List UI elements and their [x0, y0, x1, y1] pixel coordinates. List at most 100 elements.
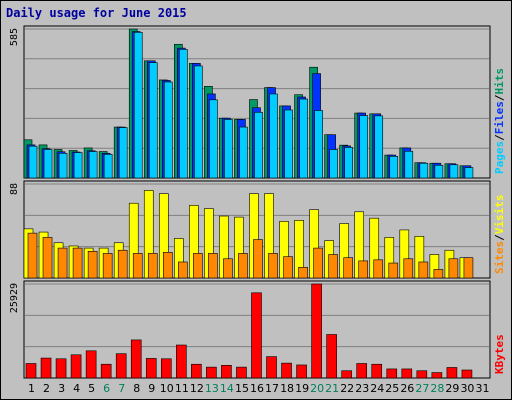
day-label-8: 8 — [133, 382, 140, 395]
bar-sites-day-2 — [42, 237, 53, 279]
bar-sites-day-4 — [72, 247, 83, 279]
legend-item: / — [493, 134, 506, 141]
bar-sites-day-30 — [463, 257, 474, 279]
legend-item: Sites — [493, 241, 506, 274]
day-label-9: 9 — [148, 382, 155, 395]
bar-sites-day-22 — [343, 257, 353, 279]
bar-pages-day-4 — [73, 152, 83, 179]
bar-pages-day-18 — [284, 109, 293, 179]
bar-sites-day-21 — [328, 254, 338, 279]
day-label-10: 10 — [160, 382, 174, 395]
bar-kbytes-day-6 — [100, 363, 112, 379]
bar-kbytes-day-14 — [221, 365, 232, 379]
bar-kbytes-day-16 — [251, 292, 262, 379]
bar-pages-day-30 — [464, 167, 474, 179]
bar-sites-day-15 — [238, 253, 248, 279]
bar-pages-day-24 — [374, 115, 384, 179]
bar-kbytes-day-27 — [416, 370, 428, 379]
chart-title: Daily usage for June 2015 — [6, 6, 187, 20]
ymax-label-kbytes: 25929 — [9, 283, 20, 313]
bar-kbytes-day-28 — [431, 372, 443, 379]
bar-kbytes-day-9 — [145, 358, 157, 379]
bar-sites-day-11 — [178, 261, 188, 279]
bar-pages-day-8 — [133, 32, 143, 179]
bar-sites-day-27 — [418, 261, 429, 279]
day-label-31: 31 — [475, 382, 489, 395]
bar-sites-day-10 — [162, 252, 173, 279]
bar-sites-day-12 — [193, 253, 203, 279]
bar-sites-day-26 — [403, 258, 414, 279]
bar-pages-day-11 — [179, 49, 188, 179]
bar-pages-day-21 — [329, 149, 338, 179]
bar-kbytes-day-4 — [70, 354, 82, 379]
day-label-7: 7 — [118, 382, 125, 395]
bar-sites-day-17 — [268, 253, 278, 279]
bar-pages-day-20 — [314, 110, 323, 179]
bar-pages-day-13 — [209, 99, 218, 179]
day-label-14: 14 — [220, 382, 234, 395]
bar-sites-day-23 — [358, 260, 369, 279]
day-label-4: 4 — [73, 382, 80, 395]
bar-sites-day-28 — [433, 269, 444, 279]
bar-pages-day-1 — [28, 145, 38, 179]
bar-kbytes-day-7 — [115, 353, 127, 379]
day-label-19: 19 — [295, 382, 309, 395]
bar-pages-day-3 — [58, 152, 68, 179]
day-label-12: 12 — [190, 382, 204, 395]
day-label-27: 27 — [415, 382, 429, 395]
bar-kbytes-day-25 — [386, 368, 398, 379]
day-label-21: 21 — [325, 382, 339, 395]
bar-pages-day-23 — [359, 115, 369, 179]
day-label-30: 30 — [460, 382, 474, 395]
day-label-26: 26 — [400, 382, 414, 395]
legend-item: Pages — [493, 141, 506, 174]
day-label-24: 24 — [370, 382, 384, 395]
day-label-13: 13 — [205, 382, 219, 395]
bar-kbytes-day-29 — [446, 367, 458, 379]
bar-kbytes-day-13 — [206, 366, 217, 379]
day-label-2: 2 — [43, 382, 50, 395]
bar-kbytes-day-24 — [371, 363, 383, 379]
bar-pages-day-12 — [194, 65, 203, 179]
day-label-15: 15 — [235, 382, 249, 395]
bar-kbytes-day-8 — [130, 339, 142, 379]
day-label-17: 17 — [265, 382, 279, 395]
bar-pages-day-7 — [118, 127, 128, 179]
bar-pages-day-10 — [163, 81, 173, 179]
bar-pages-day-14 — [224, 119, 233, 179]
bar-kbytes-day-18 — [281, 362, 292, 379]
day-label-5: 5 — [88, 382, 95, 395]
legend-visits-sites: Sites/Visits — [493, 195, 506, 275]
legend-hits-files-pages: Pages/Files/Hits — [493, 68, 506, 174]
bar-kbytes-day-22 — [341, 370, 352, 379]
bar-pages-day-26 — [404, 150, 414, 179]
bar-pages-day-2 — [43, 149, 53, 179]
bar-kbytes-day-19 — [296, 364, 307, 379]
day-label-3: 3 — [58, 382, 65, 395]
bar-pages-day-16 — [254, 111, 263, 179]
bar-kbytes-day-1 — [25, 363, 37, 379]
bar-sites-day-19 — [298, 267, 308, 279]
legend-item: / — [493, 234, 506, 241]
bar-sites-day-16 — [253, 239, 263, 279]
bar-kbytes-day-17 — [266, 356, 277, 379]
bar-kbytes-day-5 — [85, 350, 97, 379]
bar-pages-day-5 — [88, 151, 98, 179]
bar-kbytes-day-15 — [236, 366, 247, 379]
bar-sites-day-14 — [223, 258, 233, 279]
ymax-label-visits-sites: 88 — [9, 183, 20, 195]
day-label-20: 20 — [310, 382, 324, 395]
bar-sites-day-8 — [132, 253, 143, 279]
day-label-11: 11 — [175, 382, 189, 395]
bar-sites-day-1 — [27, 232, 38, 279]
bar-kbytes-day-20 — [311, 283, 322, 379]
day-label-22: 22 — [340, 382, 354, 395]
bar-pages-day-22 — [344, 147, 353, 179]
bar-kbytes-day-11 — [176, 344, 187, 379]
bar-kbytes-day-21 — [326, 334, 337, 379]
bar-kbytes-day-12 — [191, 363, 202, 379]
day-label-16: 16 — [250, 382, 264, 395]
bar-sites-day-25 — [388, 262, 399, 279]
bar-sites-day-7 — [117, 249, 128, 279]
